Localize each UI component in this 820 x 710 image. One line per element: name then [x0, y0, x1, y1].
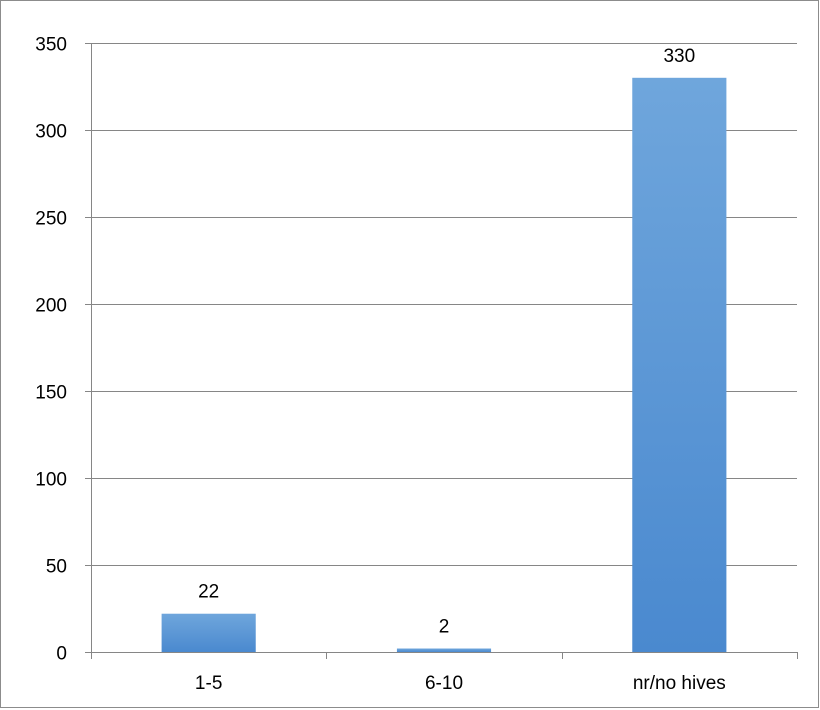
y-tick-label: 150 [35, 383, 67, 404]
data-label: 22 [198, 582, 219, 603]
x-axis [91, 652, 798, 659]
y-tick-label: 200 [35, 296, 67, 317]
y-axis [85, 43, 92, 659]
bar-nr-no-hives [632, 77, 727, 653]
data-label: 2 [439, 617, 450, 638]
bars [161, 77, 727, 653]
x-tick-label: 6-10 [425, 673, 463, 694]
y-tick-labels: 0 50 100 150 200 250 300 350 [35, 35, 67, 665]
y-tick-label: 50 [46, 557, 67, 578]
x-tick-label: 1-5 [195, 673, 222, 694]
y-tick-label: 250 [35, 209, 67, 230]
data-label: 330 [663, 46, 695, 67]
x-tick-labels: 1-5 6-10 nr/no hives [195, 673, 726, 694]
y-tick-label: 300 [35, 122, 67, 143]
y-tick-label: 0 [56, 644, 67, 665]
bar-6-10 [396, 648, 492, 652]
y-tick-label: 100 [35, 470, 67, 491]
gridlines [91, 43, 797, 566]
x-tick-label: nr/no hives [633, 673, 726, 694]
bar-1-5 [161, 613, 256, 652]
y-tick-label: 350 [35, 35, 67, 56]
